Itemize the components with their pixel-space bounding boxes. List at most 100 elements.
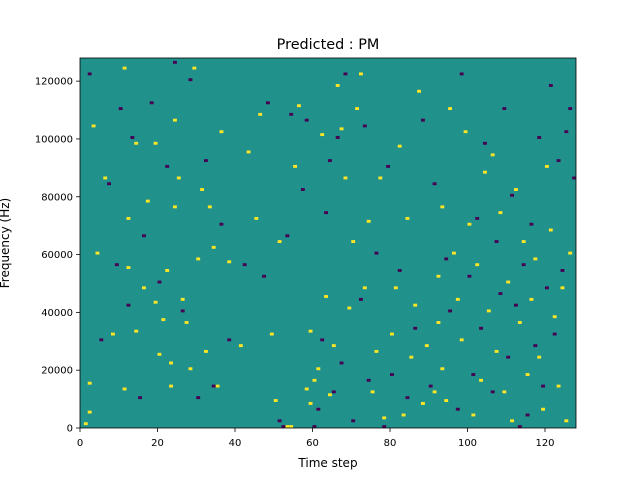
x-tick-label: 40 [229, 438, 242, 449]
low-cell-46 [397, 269, 402, 272]
high-cell-14 [145, 199, 150, 203]
high-cell-54 [324, 295, 329, 298]
x-tick-label: 120 [535, 438, 554, 449]
high-cell-9 [126, 216, 131, 220]
low-cell-74 [541, 384, 546, 388]
high-cell-19 [165, 269, 170, 272]
high-cell-95 [483, 170, 487, 174]
high-cell-117 [568, 251, 573, 255]
low-cell-79 [560, 269, 565, 272]
chart-title: Predicted : PM [277, 37, 380, 53]
y-tick-label: 60000 [41, 250, 73, 261]
high-cell-18 [161, 318, 166, 322]
high-cell-108 [533, 257, 538, 261]
y-tick-label: 40000 [41, 308, 73, 319]
low-cell-27 [300, 188, 305, 191]
high-cell-110 [541, 407, 546, 411]
low-cell-10 [157, 280, 162, 284]
high-cell-98 [494, 349, 499, 353]
high-cell-53 [320, 133, 325, 137]
low-cell-54 [455, 407, 460, 411]
low-cell-62 [494, 240, 499, 243]
low-cell-59 [479, 326, 484, 330]
x-tick-label: 20 [151, 438, 164, 449]
low-cell-13 [180, 309, 185, 313]
low-cell-68 [517, 425, 522, 428]
high-cell-83 [440, 367, 445, 371]
low-cell-38 [351, 419, 356, 423]
high-cell-41 [269, 332, 274, 336]
low-cell-82 [572, 176, 577, 180]
high-cell-69 [382, 416, 387, 420]
low-cell-24 [281, 425, 286, 428]
low-cell-69 [521, 263, 526, 267]
low-cell-22 [266, 101, 270, 105]
high-cell-60 [347, 306, 352, 310]
low-cell-20 [242, 263, 247, 267]
high-cell-34 [215, 384, 220, 388]
low-cell-58 [475, 216, 480, 220]
high-cell-76 [413, 303, 418, 307]
high-cell-66 [370, 390, 375, 394]
high-cell-50 [308, 329, 313, 333]
high-cell-85 [444, 399, 449, 402]
high-cell-58 [339, 127, 344, 131]
low-cell-23 [277, 419, 282, 423]
y-tick-label: 100000 [35, 134, 73, 145]
low-cell-9 [149, 101, 154, 105]
high-cell-70 [390, 332, 394, 336]
high-cell-107 [529, 297, 534, 301]
high-cell-37 [238, 344, 243, 348]
low-cell-25 [285, 234, 290, 238]
high-cell-40 [258, 112, 263, 116]
low-cell-61 [490, 390, 495, 394]
low-cell-35 [335, 136, 340, 139]
high-cell-99 [498, 211, 503, 215]
low-cell-48 [413, 326, 418, 330]
high-cell-7 [122, 387, 127, 391]
low-cell-78 [556, 159, 561, 163]
high-cell-26 [184, 321, 189, 324]
low-cell-81 [568, 107, 573, 111]
low-cell-47 [405, 396, 410, 400]
y-tick-label: 20000 [41, 366, 73, 377]
high-cell-61 [351, 240, 356, 243]
y-tick-label: 0 [67, 424, 73, 435]
low-cell-51 [432, 182, 437, 186]
y-tick-label: 80000 [41, 192, 73, 203]
high-cell-52 [316, 367, 321, 371]
high-cell-42 [273, 399, 278, 402]
high-cell-16 [153, 141, 158, 145]
low-cell-66 [510, 193, 515, 197]
high-cell-73 [401, 413, 406, 417]
high-cell-51 [312, 378, 317, 382]
low-cell-44 [386, 164, 391, 168]
low-cell-18 [219, 222, 224, 226]
high-cell-15 [153, 300, 158, 304]
low-cell-55 [459, 72, 464, 76]
high-cell-29 [196, 257, 201, 261]
low-cell-77 [552, 332, 557, 336]
high-cell-114 [556, 384, 561, 388]
low-cell-75 [545, 286, 549, 290]
high-cell-35 [219, 130, 224, 134]
high-cell-100 [502, 390, 507, 394]
low-cell-3 [114, 263, 119, 267]
high-cell-47 [297, 104, 301, 108]
high-cell-30 [200, 188, 205, 191]
low-cell-52 [444, 257, 449, 261]
low-cell-63 [498, 292, 503, 296]
high-cell-106 [525, 373, 530, 376]
high-cell-12 [134, 141, 139, 145]
low-cell-1 [99, 338, 104, 342]
high-cell-102 [510, 419, 515, 423]
high-cell-62 [355, 107, 360, 111]
low-cell-29 [312, 425, 317, 428]
low-cell-21 [262, 274, 267, 278]
high-cell-67 [374, 349, 379, 353]
low-cell-72 [533, 344, 538, 348]
low-cell-7 [138, 396, 143, 400]
high-cell-13 [142, 286, 146, 290]
high-cell-27 [188, 367, 193, 371]
high-cell-57 [335, 84, 340, 87]
